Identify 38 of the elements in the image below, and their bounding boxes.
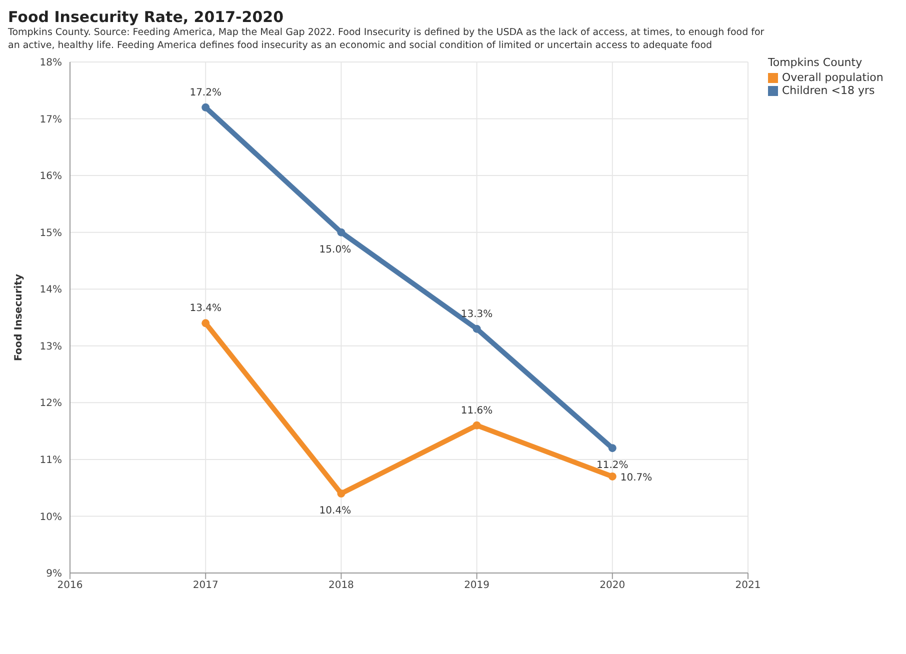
point xyxy=(608,472,616,480)
data-label: 17.2% xyxy=(190,87,222,98)
y-axis-title: Food Insecurity xyxy=(14,273,25,362)
point xyxy=(202,319,210,328)
x-tick-label: 2019 xyxy=(464,580,490,592)
y-tick-label: 18% xyxy=(40,58,62,69)
point xyxy=(337,490,346,498)
data-label: 15.0% xyxy=(319,244,352,256)
data-label: 11.2% xyxy=(596,460,628,472)
data-label: 13.3% xyxy=(460,308,493,320)
point xyxy=(472,324,481,333)
x-tick-label: 2017 xyxy=(192,580,218,592)
x-tick-label: 2018 xyxy=(328,580,354,592)
point xyxy=(472,421,481,430)
point xyxy=(337,228,346,236)
legend-label: Children <18 yrs xyxy=(782,84,875,97)
legend-label: Overall population xyxy=(782,71,884,84)
y-tick-label: 15% xyxy=(40,228,62,239)
data-label: 10.7% xyxy=(620,472,652,484)
y-tick-label: 14% xyxy=(40,284,62,296)
x-tick-label: 2016 xyxy=(57,580,83,592)
point xyxy=(608,444,616,452)
chart-title: Food Insecurity Rate, 2017-2020 xyxy=(8,8,285,26)
y-tick-label: 17% xyxy=(40,114,62,126)
x-tick-label: 2020 xyxy=(600,580,626,592)
y-tick-label: 11% xyxy=(40,454,62,466)
y-tick-label: 13% xyxy=(40,341,62,352)
legend-title: Tompkins County xyxy=(768,56,864,69)
chart-subtitle: Tompkins County. Source: Feeding America, Map the Meal Gap 2022. Food Insecurity is defined by the USDA as the lack of access, at times, to enough food for an active, healthy life. Feeding America defines food insecurity as an economic and social condition of limited or uncertain access to adequate food xyxy=(8,26,766,52)
data-label: 13.4% xyxy=(190,303,222,314)
y-tick-label: 12% xyxy=(40,398,62,410)
y-tick-label: 10% xyxy=(40,512,62,523)
data-label: 11.6% xyxy=(460,405,493,416)
data-label: 10.4% xyxy=(319,506,352,517)
y-tick-label: 16% xyxy=(40,171,62,182)
point xyxy=(202,103,210,112)
y-tick-label: 9% xyxy=(46,568,62,580)
x-tick-label: 2021 xyxy=(735,580,761,592)
